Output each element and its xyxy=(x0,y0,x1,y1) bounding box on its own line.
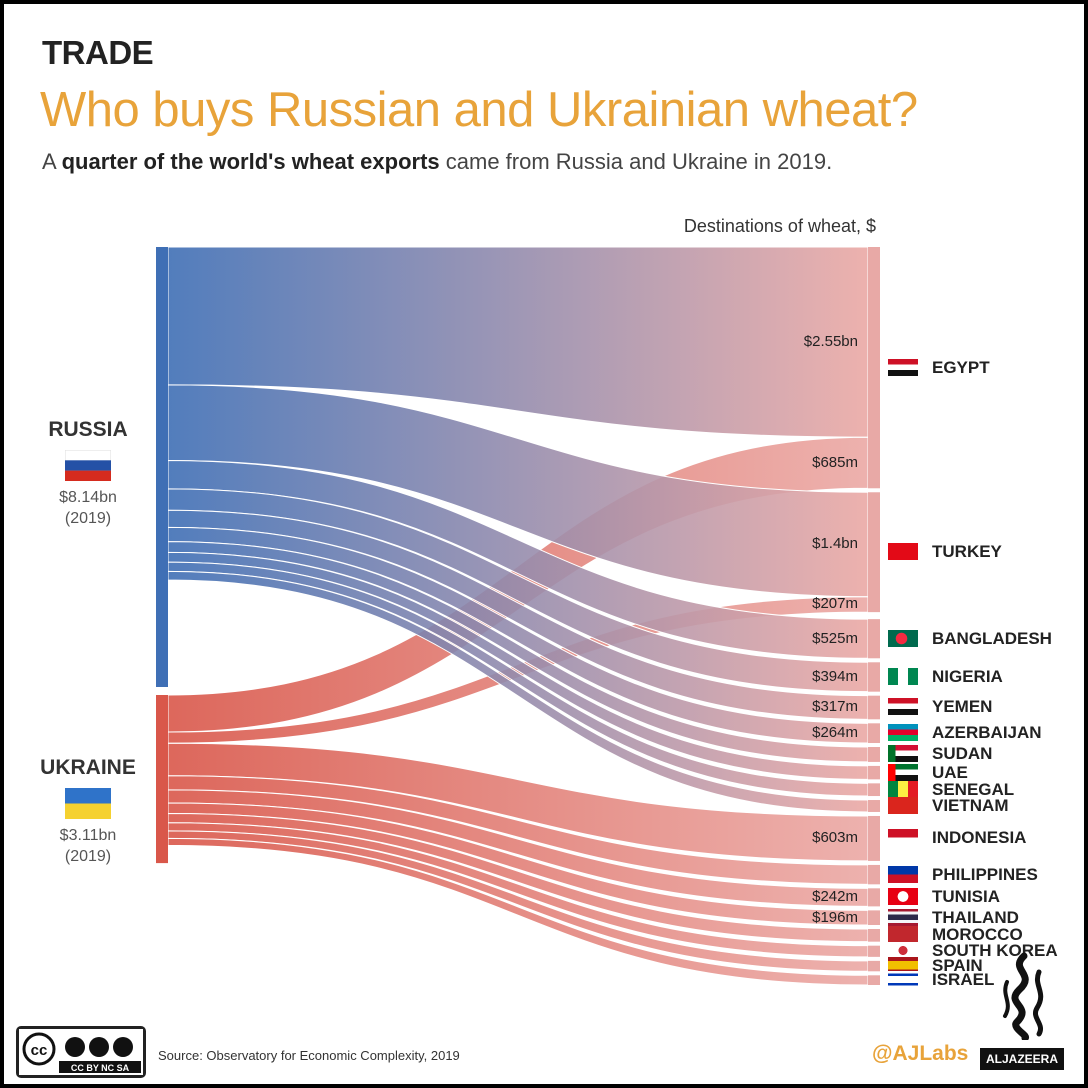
source-russia-year: (2019) xyxy=(64,510,112,527)
flag-bangladesh-icon xyxy=(888,629,918,647)
flag-tunisia-icon xyxy=(888,888,918,906)
flag-indonesia-icon xyxy=(888,829,918,847)
destination-node-uae xyxy=(868,765,880,780)
subtitle: A quarter of the world's wheat exports c… xyxy=(42,149,833,174)
flag-russia-icon xyxy=(64,449,112,481)
source-russia-value: $8.14bn xyxy=(59,489,117,506)
destination-name: EGYPT xyxy=(932,357,990,377)
destinations-heading: Destinations of wheat, $ xyxy=(683,216,876,236)
destination-name: VIETNAM xyxy=(932,795,1009,815)
destination-node-senegal xyxy=(868,783,880,797)
flow-value-label: $264m xyxy=(812,724,858,742)
flow-value-label: $394m xyxy=(812,667,858,685)
flag-yemen-icon xyxy=(888,698,918,716)
destination-name: ISRAEL xyxy=(932,970,995,990)
destination-node-tunisia xyxy=(868,888,880,907)
destination-name: SPAIN xyxy=(932,956,983,976)
destination-node-south-korea xyxy=(868,945,880,957)
source-ukraine: UKRAINE $3.11bn (2019) xyxy=(28,756,148,867)
aljazeera-wordmark: ALJAZEERA xyxy=(980,1048,1065,1070)
flag-azerbaijan-icon xyxy=(888,724,918,742)
destination-node-bangladesh xyxy=(868,619,880,659)
destination-name: BANGLADESH xyxy=(932,628,1052,648)
svg-text:CC BY NC SA: CC BY NC SA xyxy=(71,1063,130,1073)
destination-name: INDONESIA xyxy=(932,828,1027,848)
flow-value-label: $1.4bn xyxy=(812,535,858,553)
infographic: { "header": { "kicker": "TRADE", "title"… xyxy=(4,4,1084,1084)
destination-node-morocco xyxy=(868,928,880,942)
destination-node-vietnam xyxy=(868,800,880,812)
flow-russia-to-vietnam xyxy=(167,570,869,813)
destination-node-indonesia xyxy=(868,815,880,861)
destination-name: NIGERIA xyxy=(932,666,1003,686)
flag-thailand-icon xyxy=(888,908,918,926)
source-ukraine-value: $3.11bn xyxy=(59,827,117,844)
flow-ukraine-to-thailand xyxy=(167,802,869,926)
destination-node-spain xyxy=(868,960,880,972)
flow-value-label: $196m xyxy=(812,908,858,926)
flag-uae-icon xyxy=(888,763,918,781)
sankey-chart xyxy=(156,246,880,986)
destination-name: TUNISIA xyxy=(932,887,1000,907)
flow-russia-to-azerbaijan xyxy=(167,526,869,744)
destination-name: TURKEY xyxy=(932,542,1002,562)
flag-ukraine-icon xyxy=(65,788,111,819)
source-ukraine-name: UKRAINE xyxy=(40,756,136,779)
destination-name: SUDAN xyxy=(932,744,993,764)
flag-spain-icon xyxy=(888,957,918,975)
source-node-ukraine xyxy=(156,695,168,864)
flag-israel-icon xyxy=(888,971,918,989)
destination-node-nigeria xyxy=(868,662,880,692)
destination-name: MOROCCO xyxy=(932,925,1023,945)
credit-ajlabs: @AJLabs xyxy=(872,1042,969,1065)
svg-text:cc: cc xyxy=(31,1042,48,1059)
source-note: Source: Observatory for Economic Complex… xyxy=(158,1048,460,1063)
destination-name: THAILAND xyxy=(932,907,1019,927)
source-russia: RUSSIA $8.14bn (2019) xyxy=(38,418,138,529)
flag-vietnam-icon xyxy=(888,796,918,814)
flow-value-label: $242m xyxy=(812,888,858,906)
flag-nigeria-icon xyxy=(888,667,918,685)
flow-value-label: $2.55bn xyxy=(803,333,858,351)
destination-name: SENEGAL xyxy=(932,779,1015,799)
aljazeera-logo-icon xyxy=(989,952,1059,1045)
flag-sudan-icon xyxy=(888,745,918,763)
destination-name: UAE xyxy=(932,762,968,782)
destination-name: AZERBAIJAN xyxy=(932,723,1042,743)
flow-value-label: $317m xyxy=(812,698,858,716)
flag-morocco-icon xyxy=(888,926,918,944)
flag-senegal-icon xyxy=(888,780,918,798)
license-badge: cc CC BY NC SA xyxy=(16,1026,146,1078)
kicker: TRADE xyxy=(42,34,154,71)
flow-value-label: $525m xyxy=(812,629,858,647)
page-title: Who buys Russian and Ukrainian wheat? xyxy=(40,83,918,137)
destination-node-egypt xyxy=(868,247,880,489)
destination-node-azerbaijan xyxy=(868,723,880,744)
destination-node-turkey xyxy=(868,492,880,613)
destination-node-israel xyxy=(868,975,880,985)
source-ukraine-year: (2019) xyxy=(64,848,112,865)
destination-name: YEMEN xyxy=(932,697,993,717)
flow-ukraine-to-morocco xyxy=(167,813,869,943)
destination-node-thailand xyxy=(868,910,880,925)
flag-philippines-icon xyxy=(888,865,918,883)
source-russia-name: RUSSIA xyxy=(48,418,128,441)
flow-value-label: $603m xyxy=(812,829,858,847)
flag-turkey-icon xyxy=(888,543,918,561)
creative-commons-icon: cc CC BY NC SA xyxy=(19,1029,143,1075)
flow-ukraine-to-indonesia xyxy=(167,742,869,862)
flag-egypt-icon xyxy=(888,358,918,376)
flow-value-label: $207m xyxy=(812,595,858,613)
flow-value-label: $685m xyxy=(812,453,858,471)
destination-node-yemen xyxy=(868,695,880,720)
destination-name: PHILIPPINES xyxy=(932,864,1038,884)
destination-node-sudan xyxy=(868,747,880,762)
source-node-russia xyxy=(156,247,168,687)
destination-node-philippines xyxy=(868,864,880,885)
flag-south-korea-icon xyxy=(888,942,918,960)
